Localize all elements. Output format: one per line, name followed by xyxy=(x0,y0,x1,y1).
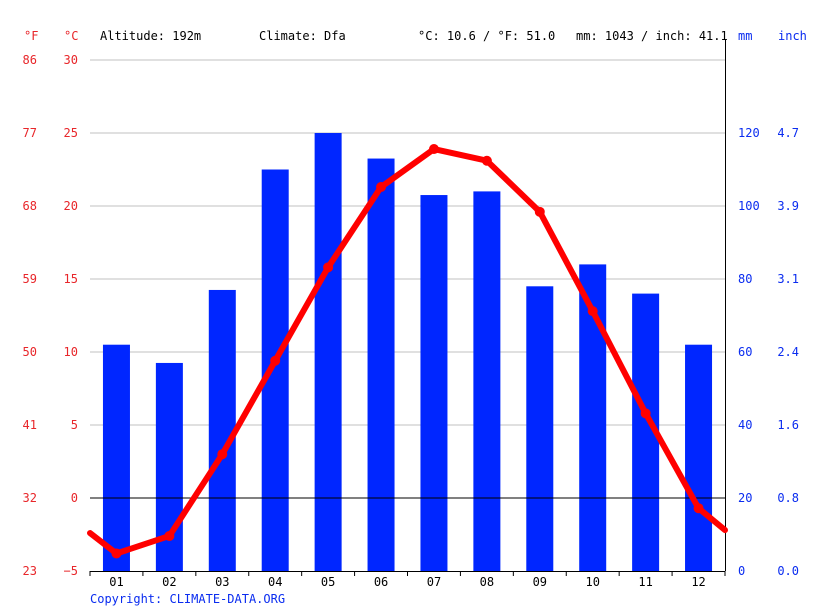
precipitation-bar xyxy=(102,344,130,571)
precipitation-bar xyxy=(420,195,448,572)
month-label: 02 xyxy=(162,575,176,589)
month-label: 03 xyxy=(215,575,229,589)
average-temperature-label: °C: 10.6 / °F: 51.0 xyxy=(418,29,556,43)
temperature-point xyxy=(693,503,704,514)
temperature-line xyxy=(87,146,728,557)
inch-tick-label: 0.0 xyxy=(777,564,799,578)
month-label: 01 xyxy=(109,575,123,589)
temperature-point xyxy=(270,355,281,366)
temperature-point xyxy=(111,548,122,559)
fahrenheit-tick-label: 59 xyxy=(23,272,37,286)
mm-tick-label: 60 xyxy=(738,345,752,359)
precipitation-bar xyxy=(473,191,501,571)
temperature-point xyxy=(481,155,492,166)
temperature-point xyxy=(376,182,387,193)
inch-tick-label: 3.1 xyxy=(777,272,799,286)
total-precipitation-label: mm: 1043 / inch: 41.1 xyxy=(576,29,728,43)
fahrenheit-tick-label: 77 xyxy=(23,126,37,140)
month-label: 08 xyxy=(480,575,494,589)
inch-unit-label: inch xyxy=(778,29,807,43)
fahrenheit-tick-label: 86 xyxy=(23,53,37,67)
copyright-link[interactable]: Copyright: CLIMATE-DATA.ORG xyxy=(90,592,286,606)
fahrenheit-tick-label: 23 xyxy=(23,564,37,578)
temperature-point xyxy=(534,206,545,217)
precipitation-bar xyxy=(261,169,289,571)
precipitation-bar xyxy=(685,344,713,571)
precipitation-bar xyxy=(208,289,236,571)
altitude-label: Altitude: 192m xyxy=(100,29,202,43)
temperature-point xyxy=(587,306,598,317)
mm-tick-label: 100 xyxy=(738,199,760,213)
celsius-tick-label: 15 xyxy=(64,272,78,286)
celsius-tick-label: −5 xyxy=(64,564,78,578)
month-label: 09 xyxy=(533,575,547,589)
mm-tick-label: 120 xyxy=(738,126,760,140)
climate-label: Climate: Dfa xyxy=(259,29,346,43)
month-label: 04 xyxy=(268,575,282,589)
celsius-tick-label: 20 xyxy=(64,199,78,213)
mm-unit-label: mm xyxy=(738,29,753,43)
precipitation-bar xyxy=(314,133,342,571)
fahrenheit-tick-label: 68 xyxy=(23,199,37,213)
mm-tick-label: 20 xyxy=(738,491,752,505)
inch-tick-label: 1.6 xyxy=(777,418,799,432)
month-label: 11 xyxy=(638,575,652,589)
precipitation-bar xyxy=(367,158,395,572)
mm-tick-label: 80 xyxy=(738,272,752,286)
celsius-tick-label: 25 xyxy=(64,126,78,140)
precipitation-bar xyxy=(526,286,554,571)
fahrenheit-tick-label: 50 xyxy=(23,345,37,359)
temperature-point xyxy=(217,449,228,460)
celsius-tick-label: 30 xyxy=(64,53,78,67)
mm-tick-label: 0 xyxy=(738,564,745,578)
month-label: 05 xyxy=(321,575,335,589)
month-label: 07 xyxy=(427,575,441,589)
celsius-tick-label: 10 xyxy=(64,345,78,359)
temperature-point xyxy=(323,262,334,273)
month-label: 12 xyxy=(691,575,705,589)
inch-tick-label: 3.9 xyxy=(777,199,799,213)
inch-tick-label: 2.4 xyxy=(777,345,799,359)
fahrenheit-unit-label: °F xyxy=(24,29,39,43)
mm-tick-label: 40 xyxy=(738,418,752,432)
fahrenheit-tick-label: 32 xyxy=(23,491,37,505)
temperature-point xyxy=(164,530,175,541)
inch-tick-label: 4.7 xyxy=(777,126,799,140)
temperature-point xyxy=(640,408,651,419)
inch-tick-label: 0.8 xyxy=(777,491,799,505)
celsius-tick-label: 5 xyxy=(71,418,78,432)
celsius-unit-label: °C xyxy=(64,29,79,43)
fahrenheit-tick-label: 41 xyxy=(23,418,37,432)
temperature-point xyxy=(428,144,439,155)
month-label: 06 xyxy=(374,575,388,589)
celsius-tick-label: 0 xyxy=(71,491,78,505)
month-label: 10 xyxy=(585,575,599,589)
